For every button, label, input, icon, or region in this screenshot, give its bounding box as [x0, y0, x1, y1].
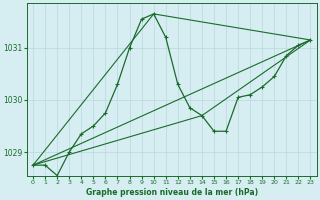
- X-axis label: Graphe pression niveau de la mer (hPa): Graphe pression niveau de la mer (hPa): [86, 188, 258, 197]
